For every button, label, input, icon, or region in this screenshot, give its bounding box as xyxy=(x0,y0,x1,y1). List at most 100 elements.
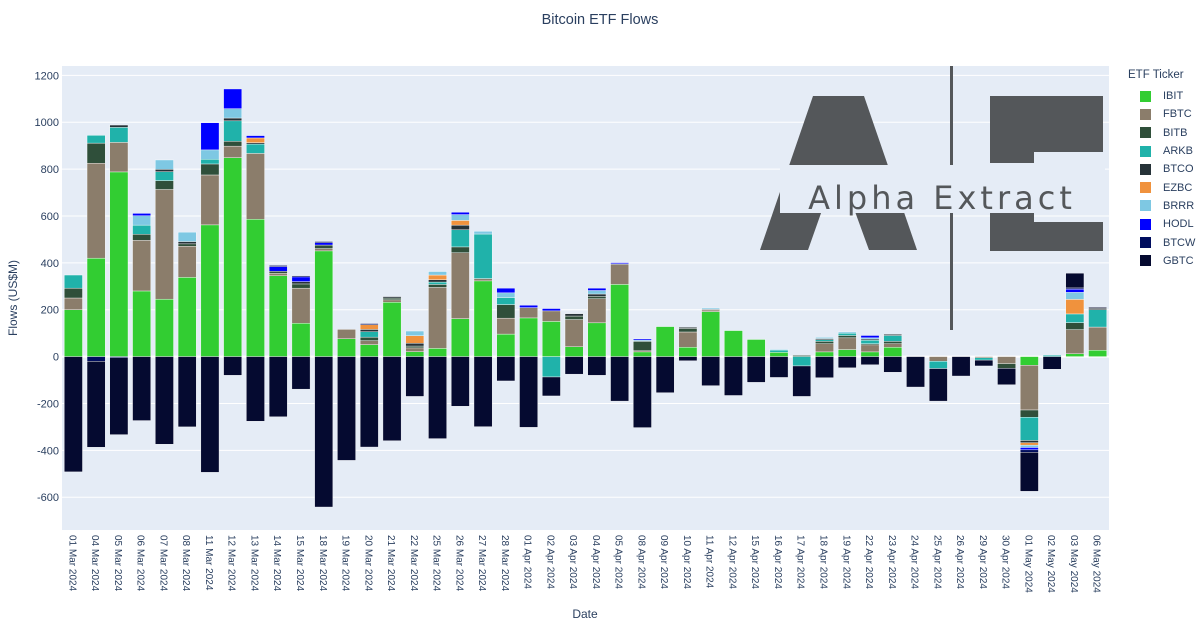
bar-ibit[interactable] xyxy=(428,348,447,357)
bar-fbtc[interactable] xyxy=(496,317,516,335)
bar-gbtc[interactable] xyxy=(382,356,402,441)
bar-gbtc[interactable] xyxy=(428,356,447,439)
bar-brrr[interactable] xyxy=(155,159,174,170)
bar-fbtc[interactable] xyxy=(291,287,311,324)
bar-ezbc[interactable] xyxy=(428,274,447,280)
bar-brrr[interactable] xyxy=(223,108,243,119)
bar-brrr[interactable] xyxy=(769,349,789,351)
bar-ezbc[interactable] xyxy=(359,324,379,330)
bar-bitb[interactable] xyxy=(359,336,379,341)
bar-btco[interactable] xyxy=(428,279,447,283)
legend-item-btco[interactable]: BTCO xyxy=(1128,160,1195,178)
bar-gbtc[interactable] xyxy=(405,356,425,397)
legend-item-gbtc[interactable]: GBTC xyxy=(1128,252,1195,270)
bar-fbtc[interactable] xyxy=(928,356,948,362)
bar-fbtc[interactable] xyxy=(519,307,538,319)
bar-brrr[interactable] xyxy=(451,214,470,221)
bar-btco[interactable] xyxy=(223,117,243,122)
bar-hodl[interactable] xyxy=(451,212,470,215)
bar-ezbc[interactable] xyxy=(451,220,470,226)
bar-brrr[interactable] xyxy=(132,215,151,226)
bar-gbtc[interactable] xyxy=(951,356,971,377)
legend-item-hodl[interactable]: HODL xyxy=(1128,215,1195,233)
bar-bitb[interactable] xyxy=(200,163,220,176)
bar-hodl[interactable] xyxy=(633,338,652,341)
bar-btcw[interactable] xyxy=(359,323,379,325)
bar-hodl[interactable] xyxy=(587,287,607,291)
bar-arkb[interactable] xyxy=(860,339,880,344)
bar-arkb[interactable] xyxy=(86,135,106,144)
bar-ibit[interactable] xyxy=(109,171,129,357)
bar-gbtc[interactable] xyxy=(496,356,516,382)
bar-btco[interactable] xyxy=(564,313,584,317)
bar-fbtc[interactable] xyxy=(86,163,106,259)
bar-brrr[interactable] xyxy=(473,231,493,235)
bar-gbtc[interactable] xyxy=(815,356,834,378)
bar-bitb[interactable] xyxy=(1065,322,1085,330)
bar-ibit[interactable] xyxy=(268,275,288,357)
bar-arkb[interactable] xyxy=(109,127,129,143)
bar-ibit[interactable] xyxy=(64,309,83,357)
bar-gbtc[interactable] xyxy=(587,356,607,376)
bar-btco[interactable] xyxy=(1020,440,1039,444)
bar-brrr[interactable] xyxy=(177,231,197,242)
bar-ibit[interactable] xyxy=(86,257,106,357)
bar-btcw[interactable] xyxy=(86,356,106,362)
bar-fbtc[interactable] xyxy=(1020,365,1039,411)
bar-fbtc[interactable] xyxy=(246,153,265,220)
bar-bitb[interactable] xyxy=(314,244,334,249)
bar-gbtc[interactable] xyxy=(1065,272,1085,289)
bar-bitb[interactable] xyxy=(223,141,243,147)
bar-btco[interactable] xyxy=(1088,308,1107,310)
bar-fbtc[interactable] xyxy=(64,297,83,310)
bar-ibit[interactable] xyxy=(1020,356,1039,366)
bar-ibit[interactable] xyxy=(519,317,538,357)
bar-arkb[interactable] xyxy=(769,349,789,353)
bar-arkb[interactable] xyxy=(1042,354,1062,357)
bar-hodl[interactable] xyxy=(268,266,288,272)
bar-btco[interactable] xyxy=(155,169,174,172)
bar-arkb[interactable] xyxy=(883,335,903,342)
bar-ezbc[interactable] xyxy=(1065,299,1085,315)
bar-btcw[interactable] xyxy=(1020,449,1039,453)
bar-gbtc[interactable] xyxy=(132,356,151,421)
bar-brrr[interactable] xyxy=(405,330,425,336)
bar-arkb[interactable] xyxy=(246,143,265,154)
bar-ibit[interactable] xyxy=(382,302,402,357)
bar-btco[interactable] xyxy=(678,327,698,329)
bar-bitb[interactable] xyxy=(155,180,174,190)
bar-gbtc[interactable] xyxy=(200,356,220,473)
bar-arkb[interactable] xyxy=(428,281,447,285)
bar-fbtc[interactable] xyxy=(132,240,151,292)
bar-fbtc[interactable] xyxy=(473,278,493,282)
bar-bitb[interactable] xyxy=(405,345,425,349)
bar-ibit[interactable] xyxy=(405,351,425,357)
bar-gbtc[interactable] xyxy=(792,365,812,397)
bar-bitb[interactable] xyxy=(997,363,1016,369)
bar-ibit[interactable] xyxy=(155,298,174,357)
legend-item-ezbc[interactable]: EZBC xyxy=(1128,178,1195,196)
bar-fbtc[interactable] xyxy=(223,145,243,158)
bar-gbtc[interactable] xyxy=(359,356,379,448)
bar-btco[interactable] xyxy=(451,224,470,231)
bar-btcw[interactable] xyxy=(314,241,334,243)
bar-gbtc[interactable] xyxy=(519,356,538,428)
bar-hodl[interactable] xyxy=(542,308,561,312)
bar-brrr[interactable] xyxy=(1065,292,1085,300)
bar-ibit[interactable] xyxy=(587,322,607,357)
bar-fbtc[interactable] xyxy=(155,189,174,300)
bar-fbtc[interactable] xyxy=(177,246,197,278)
bar-arkb[interactable] xyxy=(155,171,174,181)
legend-item-fbtc[interactable]: FBTC xyxy=(1128,105,1195,123)
bar-ibit[interactable] xyxy=(815,351,834,357)
bar-brrr[interactable] xyxy=(1020,444,1039,448)
bar-arkb[interactable] xyxy=(542,356,561,378)
bar-brrr[interactable] xyxy=(587,290,607,295)
bar-fbtc[interactable] xyxy=(1088,326,1107,351)
bar-ibit[interactable] xyxy=(359,344,379,357)
bar-ibit[interactable] xyxy=(610,284,629,357)
bar-ibit[interactable] xyxy=(564,346,584,357)
bar-gbtc[interactable] xyxy=(473,356,493,427)
bar-gbtc[interactable] xyxy=(678,356,698,362)
bar-arkb[interactable] xyxy=(223,120,243,142)
